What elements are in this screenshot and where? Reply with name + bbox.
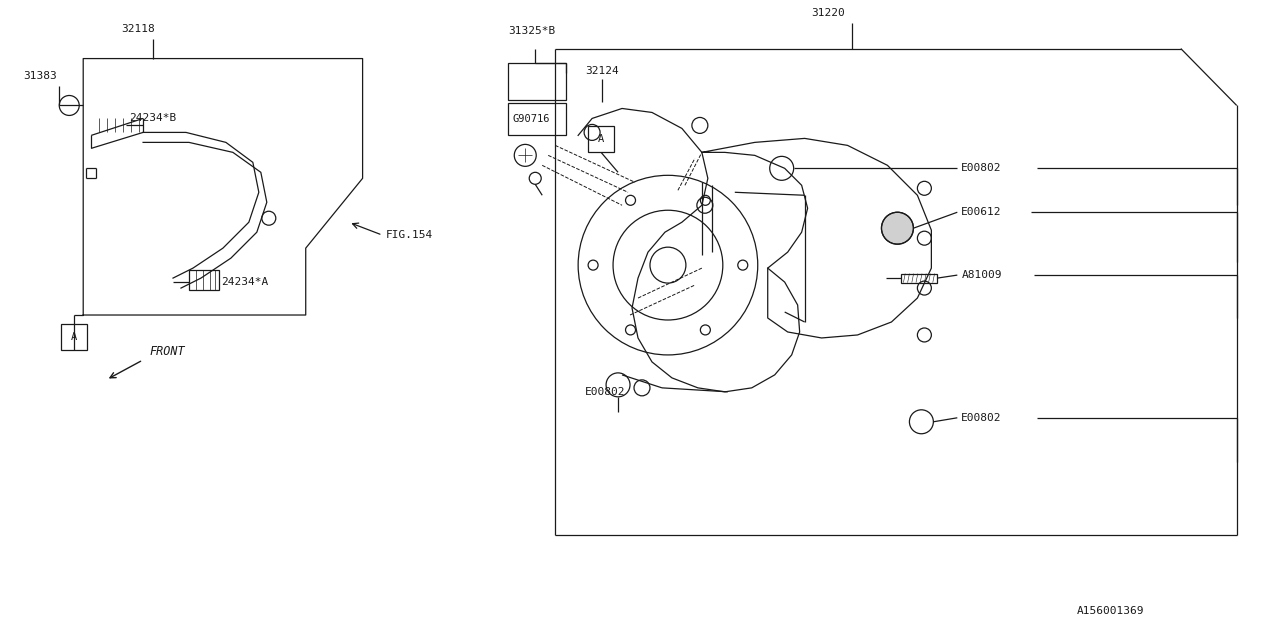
Text: E00802: E00802 xyxy=(961,413,1002,423)
Text: E00612: E00612 xyxy=(961,207,1002,217)
Circle shape xyxy=(882,212,914,244)
Bar xyxy=(189,270,219,290)
Bar xyxy=(508,63,566,100)
Text: E00802: E00802 xyxy=(585,387,626,397)
Text: FIG.154: FIG.154 xyxy=(385,230,433,240)
Text: 31325*B: 31325*B xyxy=(508,26,556,36)
Text: FRONT: FRONT xyxy=(148,346,184,358)
Text: 31383: 31383 xyxy=(23,70,58,81)
Text: A: A xyxy=(72,332,77,342)
Text: 32124: 32124 xyxy=(585,65,618,76)
Bar xyxy=(61,324,87,350)
Text: G90716: G90716 xyxy=(512,115,550,124)
Text: A81009: A81009 xyxy=(961,270,1002,280)
Text: 24234*B: 24234*B xyxy=(129,113,177,124)
Bar xyxy=(588,127,614,152)
Text: 31220: 31220 xyxy=(812,8,845,18)
Bar xyxy=(508,104,566,136)
Text: 24234*A: 24234*A xyxy=(221,277,269,287)
Text: A: A xyxy=(598,134,604,145)
Text: 32118: 32118 xyxy=(122,24,155,34)
Bar xyxy=(901,274,937,283)
Text: E00802: E00802 xyxy=(961,163,1002,173)
Text: A156001369: A156001369 xyxy=(1076,606,1144,616)
